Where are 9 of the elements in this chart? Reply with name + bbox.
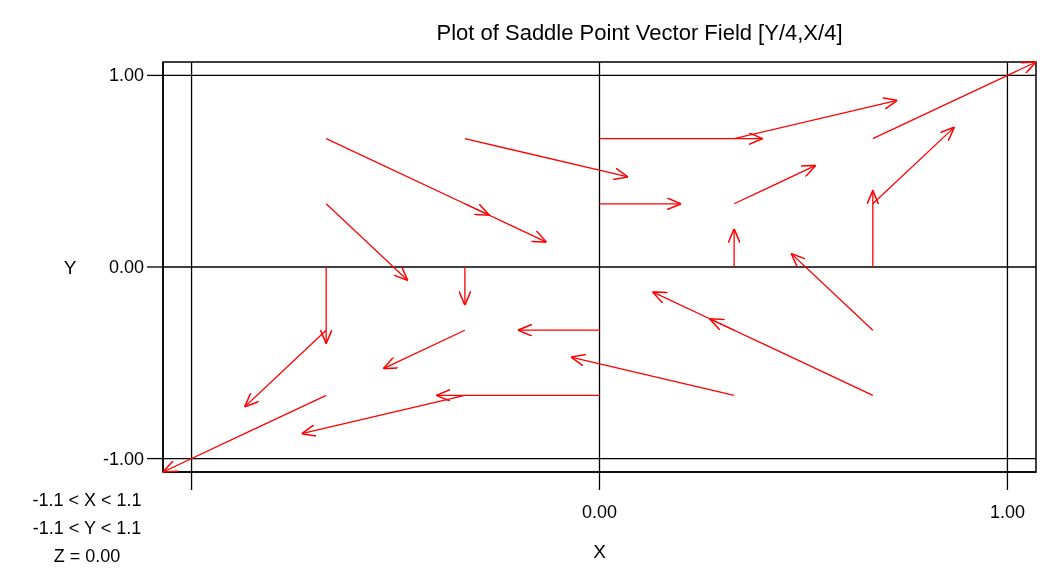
y-tick-label: 1.00 [108, 65, 144, 86]
x-axis-title: X [593, 541, 607, 562]
text: -1.1 < Y < 1.1 [32, 518, 142, 538]
y-tick-label: -1.00 [102, 448, 144, 469]
text: -1.1 < X < 1.1 [32, 490, 142, 510]
chart-title: Plot of Saddle Point Vector Field [Y/4,X/4] [436, 20, 843, 45]
y-tick-label: 0.00 [108, 257, 144, 277]
y-axis-title: Y [63, 257, 77, 278]
text: Z = 0.00 [53, 546, 121, 566]
